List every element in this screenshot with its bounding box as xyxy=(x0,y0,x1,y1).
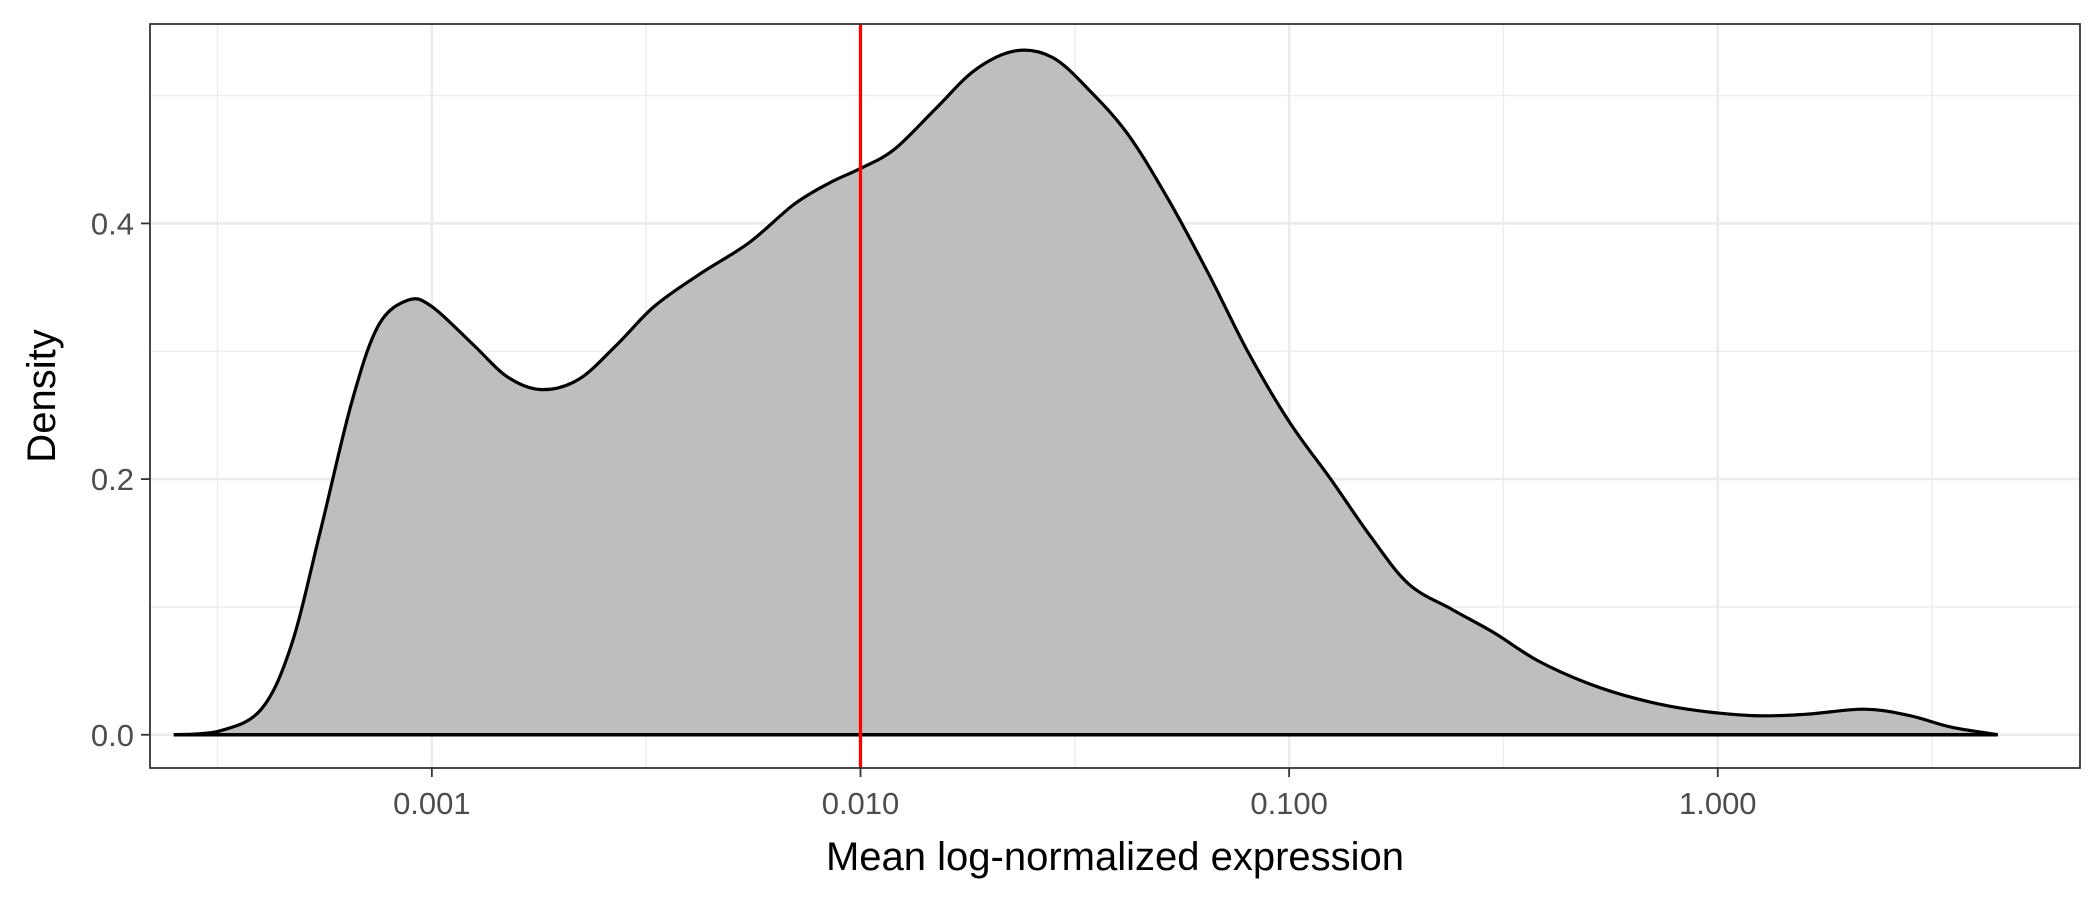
plot-panel-border xyxy=(149,23,2081,769)
density-curve xyxy=(173,48,1999,737)
density-area-fill xyxy=(173,50,1998,735)
y-tick-label: 0.4 xyxy=(91,206,134,241)
x-tick-label: 0.001 xyxy=(393,786,471,821)
y-tick-label: 0.0 xyxy=(91,718,134,753)
y-axis: 0.0 0.2 0.4 xyxy=(91,206,150,753)
x-tick-label: 0.010 xyxy=(822,786,900,821)
y-axis-title: Density xyxy=(20,329,64,462)
y-tick-label: 0.2 xyxy=(91,462,134,497)
x-tick-label: 0.100 xyxy=(1250,786,1328,821)
x-axis-title: Mean log-normalized expression xyxy=(826,835,1404,879)
x-axis: 0.001 0.010 0.100 1.000 xyxy=(393,768,1757,821)
x-tick-label: 1.000 xyxy=(1679,786,1757,821)
